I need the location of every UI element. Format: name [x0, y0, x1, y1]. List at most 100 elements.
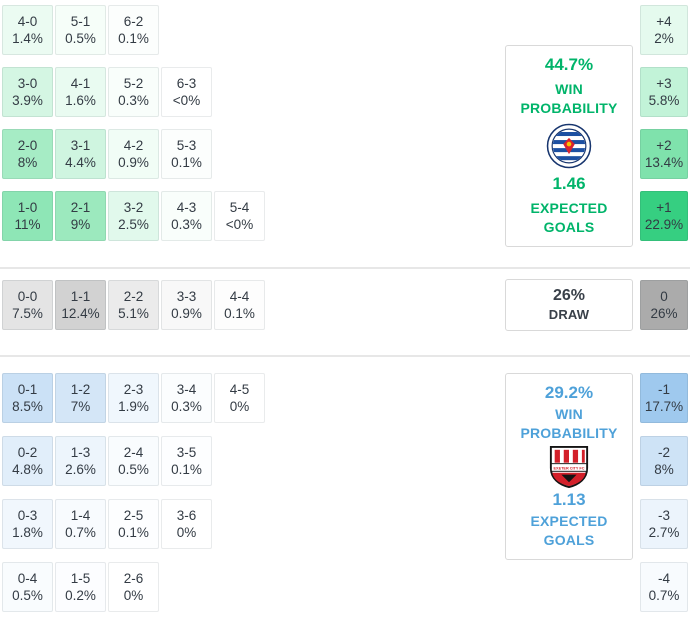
draw-goal-diff-column: 0 26%	[640, 280, 688, 330]
probability-label: 2%	[654, 31, 674, 46]
score-label: 2-1	[70, 200, 91, 215]
probability-label: 3.9%	[12, 93, 43, 108]
score-label: 4-2	[123, 138, 144, 153]
score-cell-0-2: 0-2 4.8%	[2, 436, 53, 486]
reading-fc-crest-icon	[546, 123, 592, 169]
goal-diff-label: -3	[657, 508, 670, 523]
score-cell-3-3: 3-3 0.9%	[161, 280, 212, 330]
home-win-probability-label: WIN PROBABILITY	[520, 81, 618, 116]
draw-panel: 26% DRAW	[505, 279, 633, 331]
probability-label: 0%	[229, 399, 250, 414]
score-label: 0-2	[17, 445, 38, 460]
away-expected-goals-label: EXPECTED GOALS	[530, 513, 608, 548]
score-cell-2-2: 2-2 5.1%	[108, 280, 159, 330]
score-cell-2-1: 2-1 9%	[55, 191, 106, 241]
probability-label: 7%	[70, 399, 91, 414]
probability-label: 1.8%	[12, 525, 43, 540]
score-label: 0-3	[17, 508, 38, 523]
goal-diff-cell--4: -4 0.7%	[640, 562, 688, 612]
score-cell-2-6: 2-6 0%	[108, 562, 159, 612]
exeter-banner-text: EXETER CITY FC	[554, 466, 585, 470]
probability-label: 0.1%	[171, 462, 202, 477]
score-row: 0-1 8.5% 1-2 7% 2-3 1.9% 3-4 0.3% 4-5 0%	[2, 373, 265, 423]
goal-diff-label: -1	[657, 382, 670, 397]
score-cell-3-2: 3-2 2.5%	[108, 191, 159, 241]
probability-label: 0.1%	[118, 31, 149, 46]
away-win-probability-label: WIN PROBABILITY	[520, 405, 618, 441]
score-cell-4-2: 4-2 0.9%	[108, 129, 159, 179]
away-win-probability-value: 29.2%	[544, 383, 594, 402]
score-label: 2-2	[123, 289, 144, 304]
score-cell-0-1: 0-1 8.5%	[2, 373, 53, 423]
score-label: 5-1	[70, 14, 91, 29]
score-label: 4-3	[176, 200, 197, 215]
probability-label: 8%	[654, 462, 674, 477]
probability-label: 4.4%	[65, 155, 96, 170]
goal-diff-label: 0	[660, 289, 668, 304]
score-cell-3-6: 3-6 0%	[161, 499, 212, 549]
score-row: 3-0 3.9% 4-1 1.6% 5-2 0.3% 6-3 <0%	[2, 67, 265, 117]
probability-label: 0.3%	[171, 217, 202, 232]
score-label: 0-0	[17, 289, 38, 304]
score-label: 1-3	[70, 445, 91, 460]
score-label: 2-4	[123, 445, 144, 460]
score-cell-5-2: 5-2 0.3%	[108, 67, 159, 117]
score-cell-0-0: 0-0 7.5%	[2, 280, 53, 330]
score-cell-1-4: 1-4 0.7%	[55, 499, 106, 549]
score-cell-5-3: 5-3 0.1%	[161, 129, 212, 179]
reading-fc-badge	[546, 123, 592, 169]
score-cell-6-3: 6-3 <0%	[161, 67, 212, 117]
score-cell-4-3: 4-3 0.3%	[161, 191, 212, 241]
score-label: 3-1	[70, 138, 91, 153]
probability-label: 0.7%	[65, 525, 96, 540]
score-label: 2-5	[123, 508, 144, 523]
home-goal-diff-column: +4 2% +3 5.8% +2 13.4% +1 22.9%	[640, 5, 688, 241]
score-label: 2-3	[123, 382, 144, 397]
probability-label: 26%	[650, 306, 678, 321]
away-goal-diff-column: -1 17.7% -2 8% -3 2.7% -4 0.7%	[640, 373, 688, 612]
exeter-towers	[554, 449, 585, 463]
score-cell-3-0: 3-0 3.9%	[2, 67, 53, 117]
score-row: 4-0 1.4% 5-1 0.5% 6-2 0.1%	[2, 5, 265, 55]
probability-label: 1.6%	[65, 93, 96, 108]
score-cell-3-1: 3-1 4.4%	[55, 129, 106, 179]
score-cell-2-3: 2-3 1.9%	[108, 373, 159, 423]
score-cell-6-2: 6-2 0.1%	[108, 5, 159, 55]
probability-label: 11%	[14, 217, 41, 232]
probability-label: 0.9%	[118, 155, 149, 170]
score-label: 6-2	[123, 14, 144, 29]
goal-diff-label: -2	[657, 445, 670, 460]
probability-label: 1.9%	[118, 399, 149, 414]
score-label: 5-2	[123, 76, 144, 91]
probability-label: 0%	[123, 588, 144, 603]
home-win-panel: 44.7% WIN PROBABILITY 1.46 EXPECTED GOAL…	[505, 45, 633, 247]
draw-score-grid: 0-0 7.5% 1-1 12.4% 2-2 5.1% 3-3 0.9% 4-4 0.1%	[2, 280, 265, 330]
score-cell-4-5: 4-5 0%	[214, 373, 265, 423]
goal-diff-cell--1: -1 17.7%	[640, 373, 688, 423]
goal-diff-label: +4	[656, 14, 672, 29]
goal-diff-cell-+3: +3 5.8%	[640, 67, 688, 117]
goal-diff-cell--2: -2 8%	[640, 436, 688, 486]
score-cell-5-4: 5-4 <0%	[214, 191, 265, 241]
score-cell-5-1: 5-1 0.5%	[55, 5, 106, 55]
score-row: 0-3 1.8% 1-4 0.7% 2-5 0.1% 3-6 0%	[2, 499, 265, 549]
divider-bottom	[0, 355, 690, 357]
probability-label: 2.6%	[65, 462, 96, 477]
score-cell-2-0: 2-0 8%	[2, 129, 53, 179]
probability-label: 0%	[176, 525, 197, 540]
score-label: 2-6	[123, 571, 144, 586]
probability-label: 12.4%	[61, 306, 100, 321]
score-label: 3-0	[17, 76, 38, 91]
score-label: 6-3	[176, 76, 197, 91]
draw-probability-value: 26%	[552, 286, 586, 304]
score-label: 0-4	[17, 571, 38, 586]
probability-label: 0.3%	[118, 93, 149, 108]
probability-label: 0.9%	[171, 306, 202, 321]
goal-diff-cell-0: 0 26%	[640, 280, 688, 330]
score-label: 4-5	[229, 382, 250, 397]
score-cell-1-2: 1-2 7%	[55, 373, 106, 423]
score-row: 0-2 4.8% 1-3 2.6% 2-4 0.5% 3-5 0.1%	[2, 436, 265, 486]
score-cell-2-4: 2-4 0.5%	[108, 436, 159, 486]
score-label: 3-5	[176, 445, 197, 460]
